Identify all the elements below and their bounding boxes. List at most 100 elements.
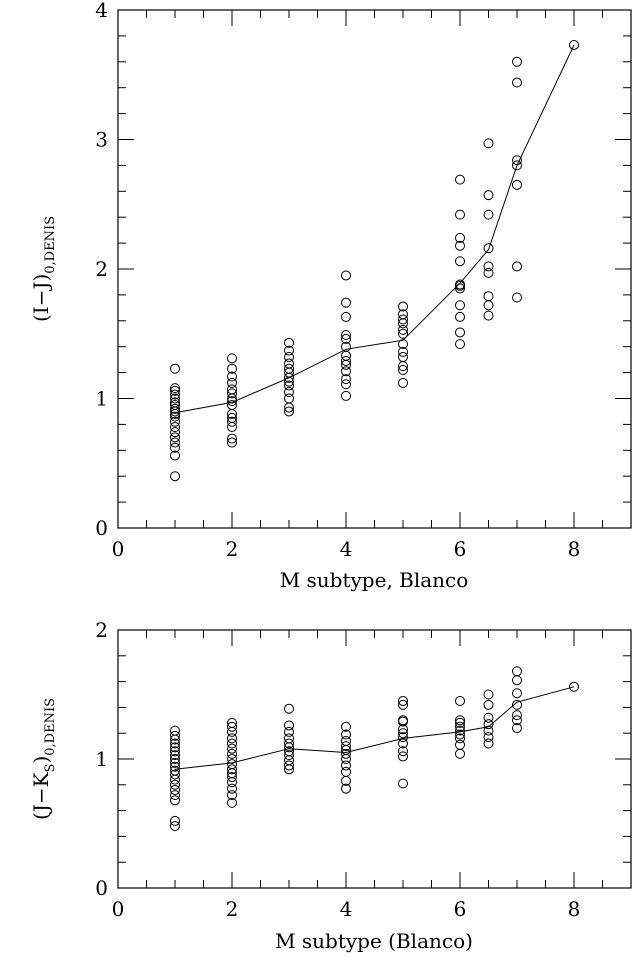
data-point xyxy=(341,721,351,732)
data-point xyxy=(455,739,465,750)
data-point xyxy=(284,738,294,749)
data-point xyxy=(483,261,494,272)
data-point xyxy=(483,267,494,278)
data-point xyxy=(483,719,494,730)
data-point xyxy=(341,330,351,341)
data-point xyxy=(483,209,494,220)
data-point xyxy=(398,778,408,789)
data-point xyxy=(170,757,180,768)
data-point xyxy=(341,766,351,777)
data-point xyxy=(455,733,465,744)
data-point xyxy=(455,240,465,251)
data-point xyxy=(398,738,408,749)
data-point xyxy=(512,160,522,171)
tick-labels-bottom: 0 2 4 6 8 0 1 2 xyxy=(95,618,580,921)
data-point xyxy=(170,821,180,832)
data-point xyxy=(227,797,237,808)
mean-line-top xyxy=(174,44,575,414)
y-tick-label: 1 xyxy=(95,387,108,411)
data-point xyxy=(455,311,465,322)
data-point xyxy=(227,433,237,444)
data-point xyxy=(227,396,237,407)
data-point xyxy=(170,815,180,826)
data-point xyxy=(170,471,180,482)
data-point xyxy=(170,363,180,374)
data-point xyxy=(512,699,522,710)
data-point xyxy=(227,384,237,395)
data-point xyxy=(284,387,294,398)
data-point xyxy=(512,723,522,734)
data-point xyxy=(284,733,294,744)
data-point xyxy=(455,209,465,220)
data-point xyxy=(227,353,237,364)
data-point xyxy=(170,730,180,741)
data-point xyxy=(483,712,494,723)
data-point xyxy=(284,703,294,714)
data-point xyxy=(398,352,408,363)
x-tick-label: 8 xyxy=(568,897,581,921)
mean-line-bottom xyxy=(174,686,575,770)
data-point xyxy=(455,327,465,338)
data-point xyxy=(398,324,408,335)
data-point xyxy=(170,774,180,785)
data-point xyxy=(512,688,522,699)
data-point xyxy=(227,371,237,382)
data-point xyxy=(512,710,522,721)
x-tick-label: 8 xyxy=(568,537,581,561)
data-point xyxy=(170,795,180,806)
data-point xyxy=(455,729,465,740)
data-point xyxy=(170,385,180,396)
series-line xyxy=(174,686,575,770)
data-point xyxy=(227,412,237,423)
data-point xyxy=(455,721,465,732)
data-point xyxy=(483,699,494,710)
y-axis-title-bottom: (J−KS)0,DENIS xyxy=(29,698,58,820)
data-point xyxy=(483,291,494,302)
y-axis-title-sub-s: S xyxy=(43,764,58,773)
data-point xyxy=(284,380,294,391)
data-point xyxy=(170,790,180,801)
data-point xyxy=(284,337,294,348)
data-point xyxy=(341,359,351,370)
data-point xyxy=(284,352,294,363)
data-point xyxy=(227,726,237,737)
y-tick-label: 4 xyxy=(95,0,108,22)
data-point xyxy=(398,309,408,320)
y-axis-title-top: (I−J)0,DENIS xyxy=(29,216,58,322)
data-point xyxy=(284,755,294,766)
data-point xyxy=(170,765,180,776)
x-tick-label: 2 xyxy=(226,897,239,921)
data-point xyxy=(455,695,465,706)
data-point xyxy=(341,333,351,344)
data-point xyxy=(398,301,408,312)
data-point xyxy=(398,377,408,388)
data-point xyxy=(341,341,351,352)
data-point xyxy=(341,355,351,366)
data-point xyxy=(170,389,180,400)
x-tick-label: 0 xyxy=(112,537,125,561)
data-point xyxy=(170,416,180,427)
data-point xyxy=(227,743,237,754)
data-point xyxy=(170,725,180,736)
data-point xyxy=(398,314,408,325)
y-tick-label: 0 xyxy=(95,876,108,900)
data-point xyxy=(227,416,237,427)
data-point xyxy=(170,432,180,443)
data-point xyxy=(170,421,180,432)
data-point xyxy=(455,715,465,726)
data-point xyxy=(170,754,180,764)
data-point xyxy=(398,751,408,762)
data-point xyxy=(227,363,237,374)
data-point xyxy=(398,328,408,339)
series-line xyxy=(174,44,575,414)
data-point xyxy=(227,759,237,770)
data-point xyxy=(483,725,494,736)
data-point xyxy=(398,695,408,706)
data-point xyxy=(512,292,522,303)
y-axis-title-main: (J−K xyxy=(29,771,53,820)
data-point xyxy=(512,56,522,67)
data-point xyxy=(398,746,408,757)
data-point xyxy=(483,243,494,254)
chart-bottom: 0 2 4 6 8 0 1 2 M subtype (Blanco) (J−KS)0,DENI… xyxy=(29,618,632,953)
data-point xyxy=(284,406,294,417)
